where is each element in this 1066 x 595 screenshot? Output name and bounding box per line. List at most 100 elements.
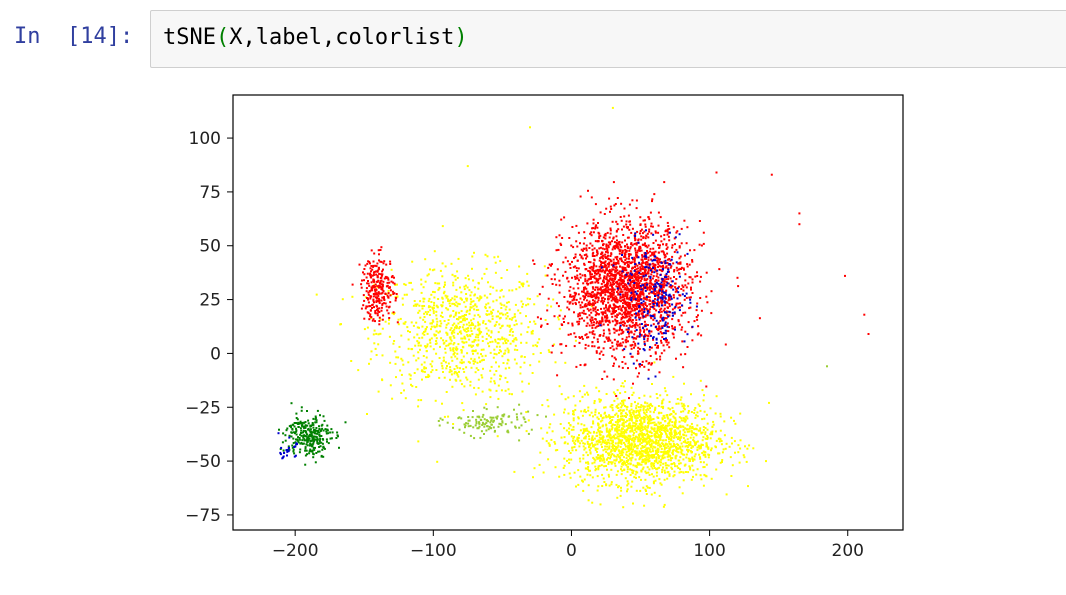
- scatter-point: [618, 420, 621, 423]
- scatter-point: [341, 298, 344, 301]
- scatter-point: [538, 463, 541, 466]
- scatter-point: [628, 324, 631, 327]
- scatter-point: [604, 445, 607, 448]
- scatter-point: [660, 445, 663, 448]
- scatter-point: [593, 255, 596, 257]
- scatter-point: [630, 469, 633, 472]
- scatter-point: [579, 475, 582, 478]
- scatter-point: [627, 442, 630, 445]
- scatter-point: [671, 424, 674, 427]
- scatter-point: [685, 471, 687, 473]
- scatter-point: [417, 357, 420, 360]
- scatter-point: [683, 408, 686, 411]
- scatter-point: [610, 253, 613, 256]
- scatter-point: [683, 453, 686, 456]
- scatter-point: [608, 447, 611, 450]
- scatter-point: [644, 303, 647, 305]
- scatter-point: [739, 447, 742, 450]
- scatter-point: [591, 244, 594, 247]
- scatter-point: [670, 437, 673, 440]
- scatter-point: [717, 452, 720, 455]
- scatter-point: [584, 436, 587, 439]
- scatter-point: [665, 229, 668, 232]
- scatter-point: [649, 288, 651, 291]
- scatter-point: [583, 262, 586, 265]
- scatter-point: [612, 291, 615, 294]
- scatter-point: [660, 447, 663, 450]
- scatter-point: [663, 429, 665, 432]
- scatter-point: [635, 420, 638, 422]
- scatter-point: [616, 431, 619, 434]
- scatter-point: [546, 323, 549, 325]
- scatter-point: [513, 358, 516, 361]
- scatter-point: [694, 427, 697, 430]
- scatter-point: [640, 238, 643, 241]
- scatter-point: [451, 324, 454, 327]
- scatter-point: [653, 454, 655, 457]
- scatter-point: [663, 503, 666, 506]
- scatter-point: [597, 279, 600, 282]
- scatter-point: [647, 471, 650, 474]
- scatter-point: [591, 332, 594, 335]
- scatter-point: [481, 390, 484, 393]
- scatter-point: [573, 296, 576, 299]
- scatter-point: [682, 407, 685, 410]
- scatter-point: [677, 319, 680, 322]
- scatter-point: [625, 308, 628, 311]
- scatter-point: [544, 319, 547, 321]
- code-line[interactable]: tSNE(X,label,colorlist): [163, 25, 468, 50]
- scatter-point: [384, 320, 387, 323]
- scatter-point: [656, 425, 659, 428]
- scatter-point: [469, 303, 472, 306]
- scatter-point: [391, 312, 394, 315]
- scatter-point: [394, 284, 397, 286]
- scatter-point: [469, 384, 472, 387]
- scatter-point: [643, 252, 646, 255]
- scatter-point: [385, 263, 388, 266]
- scatter-point: [464, 284, 467, 287]
- scatter-point: [604, 269, 607, 272]
- scatter-point: [649, 395, 652, 398]
- scatter-point: [651, 262, 654, 265]
- scatter-point: [489, 380, 492, 383]
- scatter-point: [630, 405, 633, 408]
- scatter-point: [610, 425, 613, 428]
- scatter-point: [469, 294, 472, 297]
- scatter-point: [628, 417, 631, 420]
- scatter-point: [618, 252, 621, 255]
- scatter-point: [684, 279, 687, 282]
- scatter-point: [665, 317, 668, 320]
- scatter-point: [615, 322, 618, 325]
- scatter-point: [647, 424, 650, 427]
- scatter-point: [595, 325, 598, 328]
- scatter-point: [441, 262, 444, 265]
- scatter-point: [627, 271, 630, 274]
- scatter-point: [632, 288, 635, 291]
- scatter-point: [624, 259, 627, 262]
- scatter-point: [594, 225, 597, 228]
- scatter-point: [576, 320, 579, 323]
- scatter-point: [691, 464, 694, 467]
- scatter-point: [620, 282, 623, 285]
- scatter-point: [639, 452, 641, 455]
- scatter-point: [654, 449, 657, 452]
- scatter-point: [715, 468, 718, 471]
- scatter-point: [629, 294, 632, 297]
- scatter-point: [588, 446, 590, 449]
- scatter-point: [628, 335, 631, 338]
- scatter-point: [616, 320, 619, 322]
- scatter-point: [672, 294, 675, 297]
- scatter-point: [612, 434, 615, 437]
- scatter-point: [646, 250, 648, 252]
- scatter-point: [665, 427, 668, 430]
- scatter-point: [610, 462, 613, 465]
- scatter-point: [692, 439, 695, 441]
- code-cell-input[interactable]: tSNE(X,label,colorlist): [150, 10, 1066, 68]
- scatter-point: [469, 298, 472, 301]
- scatter-point: [616, 243, 619, 246]
- scatter-point: [608, 435, 611, 438]
- scatter-point: [640, 312, 643, 315]
- scatter-point: [628, 424, 630, 427]
- scatter-point: [644, 301, 647, 304]
- scatter-point: [673, 307, 676, 310]
